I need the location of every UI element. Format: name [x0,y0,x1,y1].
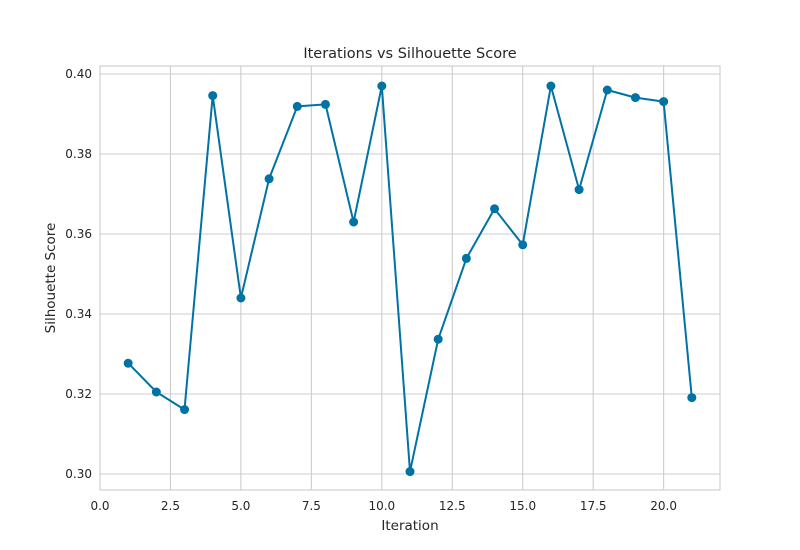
data-point [602,85,612,95]
y-tick-label: 0.30 [65,467,92,481]
data-point [123,358,133,368]
x-tick-label: 20.0 [650,499,677,513]
data-point [518,240,528,250]
data-point [546,81,556,91]
x-tick-label: 2.5 [161,499,180,513]
y-tick-label: 0.32 [65,387,92,401]
data-point [490,204,500,214]
x-tick-label: 15.0 [509,499,536,513]
data-point [320,99,330,109]
data-point [659,97,669,107]
data-point [630,93,640,103]
x-tick-label: 12.5 [439,499,466,513]
y-tick-label: 0.38 [65,147,92,161]
y-tick-label: 0.36 [65,227,92,241]
data-point [264,174,274,184]
data-point [180,405,190,415]
tick-labels: 0.0 2.5 5.0 7.5 10.0 12.5 15.0 17.5 20.0 0.30 0.32… [65,67,677,513]
data-point [208,91,218,101]
series-line [127,85,693,473]
grid [100,66,720,490]
x-tick-label: 5.0 [231,499,250,513]
y-tick-label: 0.34 [65,307,92,321]
data-point [461,253,471,263]
data-point [574,185,584,195]
data-point [292,101,302,111]
data-point [687,393,697,403]
data-point [236,293,246,303]
plot-frame [99,65,721,491]
y-axis-label: Silhouette Score [43,223,59,334]
y-tick-label: 0.40 [65,67,92,81]
x-tick-label: 0.0 [90,499,109,513]
series-layer [123,81,697,477]
data-point [377,81,387,91]
chart-title: Iterations vs Silhouette Score [303,46,516,62]
x-tick-label: 7.5 [302,499,321,513]
x-axis-label: Iteration [381,518,438,534]
data-point [151,387,161,397]
data-point [405,467,415,477]
data-point [433,334,443,344]
data-point [349,217,359,227]
x-tick-label: 10.0 [368,499,395,513]
x-tick-label: 17.5 [580,499,607,513]
